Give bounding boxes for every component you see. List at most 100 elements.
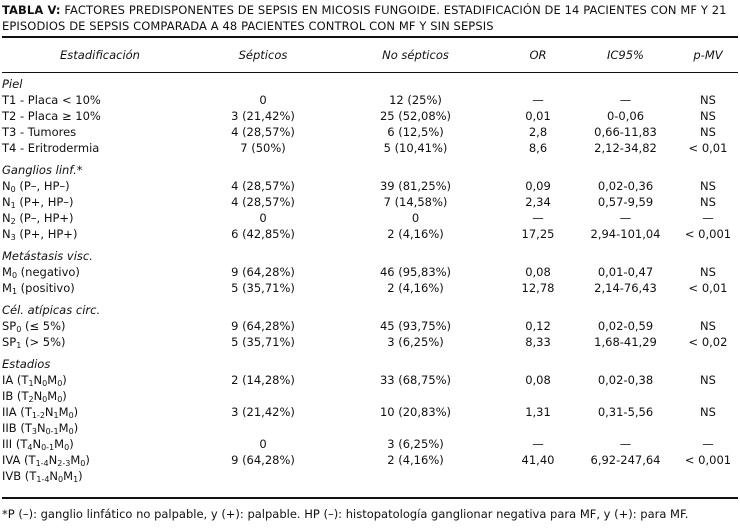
section-piel: Piel — [2, 77, 23, 91]
section-ganglios: Ganglios linf.* — [2, 163, 83, 177]
row-label: T4 - Eritrodermia — [2, 141, 100, 155]
cell-p-mv: < 0,01 — [688, 141, 728, 155]
row-label: IVB (T1-4N0M1) — [2, 469, 83, 484]
cell-no-septicos: 2 (4,16%) — [387, 453, 444, 467]
row-label: III (T4N0-1M0) — [2, 437, 74, 452]
cell-septicos: 3 (21,42%) — [231, 109, 295, 123]
row-label: IB (T2N0M0) — [2, 389, 67, 404]
row-label: N3 (P+, HP+) — [2, 227, 78, 242]
cell-or: — — [532, 93, 544, 107]
row-label: M1 (positivo) — [2, 281, 75, 296]
section-celulas: Cél. atípicas circ. — [2, 303, 101, 317]
row-label: IVA (T1-4N2-3M0) — [2, 453, 90, 468]
row-label: IIB (T3N0-1M0) — [2, 421, 79, 436]
cell-septicos: 9 (64,28%) — [231, 319, 295, 333]
header-or: OR — [529, 48, 547, 62]
cell-septicos: 5 (35,71%) — [231, 281, 295, 295]
cell-no-septicos: 2 (4,16%) — [387, 281, 444, 295]
cell-septicos: 7 (50%) — [240, 141, 286, 155]
cell-p-mv: < 0,001 — [684, 453, 732, 467]
table-footnote: *P (–): ganglio linfático no palpable, y… — [2, 507, 689, 521]
cell-or: 12,78 — [521, 281, 555, 295]
table-row: IIA (T1-2N1M0) 3 (21,42%) 10 (20,83%) 1,… — [2, 404, 738, 420]
cell-p-mv: NS — [700, 265, 716, 279]
cell-p-mv: < 0,02 — [688, 335, 728, 349]
cell-no-septicos: 33 (68,75%) — [379, 373, 452, 387]
cell-or: 8,6 — [528, 141, 548, 155]
table-row: SP1 (> 5%) 5 (35,71%) 3 (6,25%) 8,33 1,6… — [2, 334, 738, 350]
cell-or: 2,8 — [528, 125, 548, 139]
cell-ic95: 1,68-41,29 — [594, 335, 657, 349]
row-label: N1 (P+, HP–) — [2, 195, 74, 210]
table-row: N3 (P+, HP+) 6 (42,85%) 2 (4,16%) 17,25 … — [2, 226, 738, 242]
cell-septicos: 4 (28,57%) — [231, 195, 295, 209]
row-label: T1 - Placa < 10% — [2, 93, 101, 107]
cell-or: 17,25 — [521, 227, 555, 241]
cell-or: 0,08 — [525, 373, 551, 387]
cell-p-mv: NS — [700, 373, 716, 387]
row-label: IA (T1N0M0) — [2, 373, 67, 388]
cell-p-mv: < 0,001 — [684, 227, 732, 241]
table-row: III (T4N0-1M0) 0 3 (6,25%) — — — — [2, 436, 738, 452]
cell-no-septicos: 25 (52,08%) — [379, 109, 452, 123]
cell-or: 41,40 — [521, 453, 555, 467]
cell-no-septicos: 46 (95,83%) — [379, 265, 452, 279]
cell-or: — — [532, 437, 544, 451]
cell-septicos: 2 (14,28%) — [231, 373, 295, 387]
cell-septicos: 9 (64,28%) — [231, 453, 295, 467]
cell-ic95: — — [619, 437, 632, 451]
cell-ic95: 0,02-0,59 — [597, 319, 654, 333]
row-label: T2 - Placa ≥ 10% — [2, 109, 101, 123]
header-rule — [2, 72, 738, 73]
table-row: IVA (T1-4N2-3M0) 9 (64,28%) 2 (4,16%) 41… — [2, 452, 738, 468]
cell-p-mv: NS — [700, 179, 716, 193]
cell-ic95: 2,14-76,43 — [594, 281, 657, 295]
section-metastasis: Metástasis visc. — [2, 249, 93, 263]
row-label: M0 (negativo) — [2, 265, 80, 280]
cell-ic95: 2,12-34,82 — [594, 141, 657, 155]
row-label: T3 - Tumores — [2, 125, 77, 139]
cell-ic95: 0,02-0,36 — [597, 179, 654, 193]
cell-septicos: 0 — [259, 211, 267, 225]
table-row: M1 (positivo) 5 (35,71%) 2 (4,16%) 12,78… — [2, 280, 738, 296]
cell-or: 0,12 — [525, 319, 551, 333]
top-rule — [2, 36, 738, 38]
staging-table: Estadificación Sépticos No sépticos OR I… — [2, 40, 738, 484]
caption-label: TABLA V: — [2, 3, 61, 17]
cell-no-septicos: 3 (6,25%) — [387, 335, 444, 349]
cell-or: 0,09 — [525, 179, 551, 193]
row-label: N0 (P–, HP–) — [2, 179, 70, 194]
cell-no-septicos: 0 — [411, 211, 420, 225]
cell-p-mv: NS — [700, 125, 716, 139]
table-row: N1 (P+, HP–) 4 (28,57%) 7 (14,58%) 2,34 … — [2, 194, 738, 210]
table-row: M0 (negativo) 9 (64,28%) 46 (95,83%) 0,0… — [2, 264, 738, 280]
table-row: T2 - Placa ≥ 10% 3 (21,42%) 25 (52,08%) … — [2, 108, 738, 124]
table-row: T1 - Placa < 10% 0 12 (25%) — — NS — [2, 92, 738, 108]
table-row: N0 (P–, HP–) 4 (28,57%) 39 (81,25%) 0,09… — [2, 178, 738, 194]
section-row: Metástasis visc. — [2, 248, 738, 264]
cell-p-mv: NS — [700, 93, 716, 107]
table-row: IVB (T1-4N0M1) — [2, 468, 738, 484]
cell-p-mv: NS — [700, 405, 716, 419]
cell-or: 8,33 — [525, 335, 551, 349]
section-estadios: Estadios — [2, 357, 51, 371]
row-label: N2 (P–, HP+) — [2, 211, 74, 226]
table-caption: TABLA V: FACTORES PREDISPONENTES DE SEPS… — [2, 2, 738, 34]
cell-no-septicos: 10 (20,83%) — [379, 405, 452, 419]
section-row: Cél. atípicas circ. — [2, 302, 738, 318]
cell-no-septicos: 6 (12,5%) — [387, 125, 444, 139]
cell-septicos: 0 — [259, 93, 267, 107]
header-p-mv: p-MV — [693, 48, 723, 62]
table-row: T3 - Tumores 4 (28,57%) 6 (12,5%) 2,8 0,… — [2, 124, 738, 140]
cell-p-mv: — — [702, 211, 714, 225]
cell-no-septicos: 12 (25%) — [389, 93, 442, 107]
cell-ic95: 0,57-9,59 — [597, 195, 654, 209]
section-row: Ganglios linf.* — [2, 162, 738, 178]
table-row: T4 - Eritrodermia 7 (50%) 5 (10,41%) 8,6… — [2, 140, 738, 156]
cell-p-mv: NS — [700, 319, 716, 333]
caption-text: FACTORES PREDISPONENTES DE SEPSIS EN MIC… — [2, 3, 727, 33]
header-estadificacion: Estadificación — [60, 48, 140, 62]
cell-no-septicos: 7 (14,58%) — [383, 195, 448, 209]
cell-septicos: 0 — [259, 437, 267, 451]
